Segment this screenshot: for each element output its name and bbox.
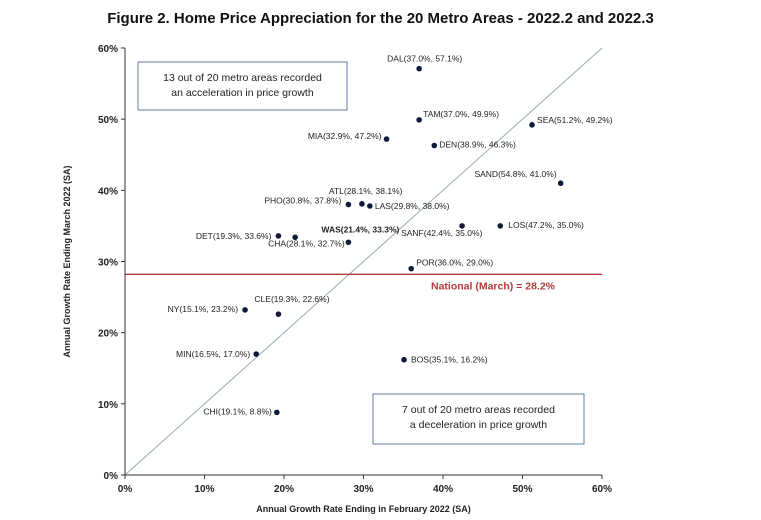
data-point (416, 117, 422, 123)
x-tick-label: 20% (274, 484, 294, 495)
annotation-box (372, 393, 585, 445)
x-axis-title: Annual Growth Rate Ending in February 20… (256, 504, 471, 514)
annotation-text: a deceleration in price growth (410, 419, 547, 431)
chart-title: Figure 2. Home Price Appreciation for th… (107, 10, 654, 27)
point-label: CLE(19.3%, 22.6%) (254, 294, 329, 304)
annotation-text: an acceleration in price growth (171, 87, 314, 99)
national-reference-label: National (March) = 28.2% (431, 280, 556, 292)
point-label: SEA(51.2%, 49.2%) (537, 115, 613, 125)
y-tick-label: 10% (98, 400, 118, 411)
point-label: DET(19.3%, 33.6%) (196, 231, 272, 241)
y-tick-label: 0% (104, 471, 119, 482)
point-label: LOS(47.2%, 35.0%) (508, 220, 584, 230)
point-label: DAL(37.0%, 57.1%) (387, 54, 462, 64)
data-point (401, 356, 407, 363)
point-label: DEN(38.9%, 46.3%) (439, 139, 516, 149)
x-tick-label: 30% (353, 484, 373, 495)
annotation-layer: 13 out of 20 metro areas recorded an acce… (137, 61, 585, 445)
data-point (416, 65, 422, 72)
point-label: BOS(35.1%, 16.2%) (411, 355, 488, 365)
axes-layer (121, 47, 603, 479)
point-label: POR(36.0%, 29.0%) (416, 258, 493, 268)
point-label: ATL(28.1%, 38.1%) (329, 186, 403, 196)
data-point (359, 201, 365, 207)
point-label: LAS(29.8%, 38.0%) (375, 201, 450, 211)
data-point (383, 136, 390, 142)
x-tick-label: 0% (118, 484, 133, 495)
y-tick-label: 30% (98, 258, 118, 269)
x-tick-label: 10% (194, 484, 214, 495)
point-label: CHI(19.1%, 8.8%) (203, 406, 272, 416)
point-label: CHA(28.1%, 32.7%) (268, 238, 345, 248)
data-point (497, 223, 504, 229)
annotation-text: 7 out of 20 metro areas recorded (402, 404, 555, 416)
point-label: MIN(16.5%, 17.0%) (176, 349, 250, 359)
y-tick-label: 40% (98, 186, 118, 197)
x-tick-label: 60% (592, 484, 612, 495)
point-labels-layer: DAL(37.0%, 57.1%) TAM(37.0%, 49.9%) SEA(51… (168, 54, 613, 417)
tick-labels-layer: 0% 10% 20% 30% 40% 50% 60% 0% 10% 20% 30% 40% 50% 60% (98, 44, 612, 495)
y-tick-label: 60% (98, 44, 118, 55)
data-point (367, 203, 373, 209)
point-label: PHO(30.8%, 37.8%) (264, 196, 341, 206)
point-label: TAM(37.0%, 49.9%) (423, 109, 499, 119)
annotation-text: 13 out of 20 metro areas recorded (163, 72, 322, 84)
point-label: MIA(32.9%, 47.2%) (308, 131, 382, 141)
data-point (275, 311, 282, 317)
data-point (431, 142, 438, 149)
points-layer (242, 65, 564, 416)
point-label: WAS(21.4%, 33.3%) (321, 224, 399, 234)
data-point (459, 223, 465, 229)
diagonal-layer (124, 47, 603, 476)
point-label: SAND(54.8%, 41.0%) (474, 169, 556, 179)
data-point (557, 180, 564, 187)
data-point (275, 233, 282, 239)
data-point (274, 409, 280, 416)
y-tick-label: 50% (98, 115, 118, 126)
diagonal-line (124, 47, 603, 476)
point-label: SANF(42.4%, 35.0%) (401, 228, 482, 238)
point-label: NY(15.1%, 23.2%) (168, 304, 239, 314)
data-point (345, 201, 352, 208)
data-point (529, 122, 535, 128)
national-reference-layer: National (March) = 28.2% (125, 273, 602, 292)
data-point (292, 234, 298, 241)
data-point (253, 351, 259, 357)
data-point (242, 307, 248, 313)
x-tick-label: 40% (433, 484, 453, 495)
data-point (345, 239, 352, 246)
y-tick-label: 20% (98, 329, 118, 340)
y-axis-title: Annual Growth Rate Ending March 2022 (SA… (62, 165, 72, 357)
data-point (408, 265, 415, 272)
x-tick-label: 50% (512, 484, 532, 495)
annotation-box (137, 61, 348, 111)
